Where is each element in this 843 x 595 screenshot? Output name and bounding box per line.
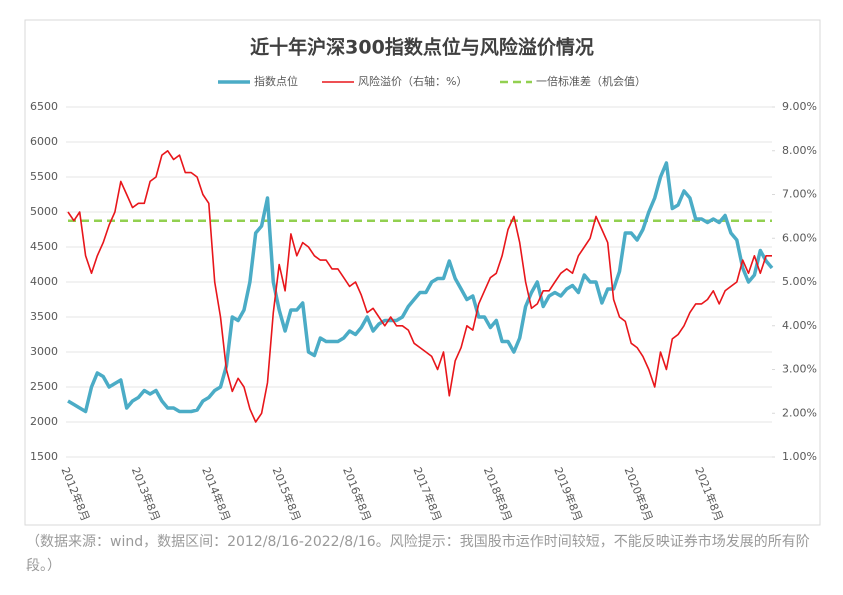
y-tick-label: 2000: [30, 415, 58, 428]
y2-tick-label: 9.00%: [782, 100, 817, 113]
chart: 近十年沪深300指数点位与风险溢价情况 1500 2000 2500 3000 3500…: [24, 19, 821, 526]
y-tick-label: 5500: [30, 170, 58, 183]
y2-tick-label: 8.00%: [782, 144, 817, 157]
y-tick-label: 4000: [30, 275, 58, 288]
y-tick-label: 4500: [30, 240, 58, 253]
y2-tick-label: 7.00%: [782, 188, 817, 201]
y2-tick-label: 5.00%: [782, 275, 817, 288]
y2-tick-label: 6.00%: [782, 231, 817, 244]
y-tick-label: 2500: [30, 380, 58, 393]
y-tick-label: 6000: [30, 135, 58, 148]
y2-tick-label: 3.00%: [782, 363, 817, 376]
series-line: [67, 161, 774, 414]
y-tick-label: 3000: [30, 345, 58, 358]
series-line: [67, 150, 772, 423]
y2-tick-label: 1.00%: [782, 450, 817, 463]
chart-title: 近十年沪深300指数点位与风险溢价情况: [250, 36, 594, 59]
y2-tick-label: 4.00%: [782, 319, 817, 332]
caption: （数据来源：wind，数据区间：2012/8/16-2022/8/16。风险提示…: [26, 534, 810, 574]
y-tick-label: 5000: [30, 205, 58, 218]
y-tick-label: 1500: [30, 450, 58, 463]
chart-frame: [24, 19, 821, 526]
y-tick-label: 3500: [30, 310, 58, 323]
legend-label: 风险溢价（右轴：%）: [358, 74, 467, 88]
legend-label: 一倍标准差（机会值）: [536, 74, 646, 88]
y-tick-label: 6500: [30, 100, 58, 113]
legend-label: 指数点位: [254, 74, 298, 88]
y2-tick-label: 2.00%: [782, 406, 817, 419]
